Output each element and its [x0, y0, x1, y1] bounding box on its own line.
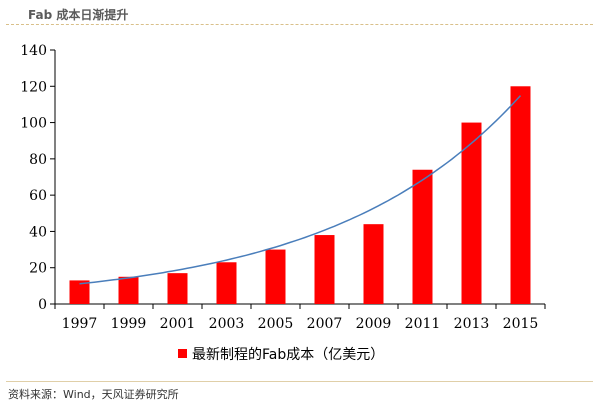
footer-divider: [6, 381, 593, 382]
bars: [69, 86, 531, 305]
x-tick-label: 2005: [258, 316, 294, 332]
bar-chart: 0 20 40 60 80 100 120 140 1997 1999 2001 2003 2005 2…: [20, 43, 546, 363]
legend-swatch: [178, 349, 187, 358]
legend: 最新制程的Fab成本（亿美元）: [178, 347, 384, 363]
header-divider: [6, 24, 593, 25]
y-tick-label: 100: [20, 116, 47, 132]
x-tick-label: 2009: [356, 316, 392, 332]
bar: [167, 273, 188, 304]
source-note: 资料来源：Wind，天风证券研究所: [8, 388, 179, 401]
y-tick-label: 20: [29, 261, 47, 277]
x-tick-label: 1999: [111, 316, 147, 332]
bar: [69, 280, 90, 304]
bar: [461, 122, 482, 304]
x-tick-label: 2001: [160, 316, 196, 332]
legend-label: 最新制程的Fab成本（亿美元）: [192, 347, 384, 363]
x-tick-label: 2003: [209, 316, 245, 332]
y-tick-label: 40: [29, 224, 47, 240]
x-tick-label: 2011: [405, 316, 441, 332]
x-tick-label: 2007: [307, 316, 343, 332]
chart-title: Fab 成本日渐提升: [28, 8, 129, 22]
bar: [216, 262, 237, 304]
bar: [363, 224, 384, 304]
x-tick-label: 2015: [503, 316, 539, 332]
y-tick-label: 80: [29, 152, 47, 168]
y-tick-label: 60: [29, 188, 47, 204]
y-tick-label: 140: [20, 43, 47, 59]
trendline-path: [79, 95, 522, 285]
chart-header: Fab 成本日渐提升: [0, 0, 600, 26]
y-tick-label: 0: [38, 297, 47, 313]
y-axis: 0 20 40 60 80 100 120 140: [20, 43, 56, 313]
trendline: [79, 95, 522, 285]
bar: [118, 276, 139, 304]
bar: [314, 235, 335, 304]
bar: [510, 86, 531, 305]
bar: [265, 249, 286, 304]
x-axis: 1997 1999 2001 2003 2005 2007 2009 2011 2013 2015: [54, 303, 546, 332]
y-tick-label: 120: [20, 79, 47, 95]
bar: [412, 169, 433, 304]
x-tick-label: 1997: [62, 316, 98, 332]
x-tick-label: 2013: [454, 316, 490, 332]
